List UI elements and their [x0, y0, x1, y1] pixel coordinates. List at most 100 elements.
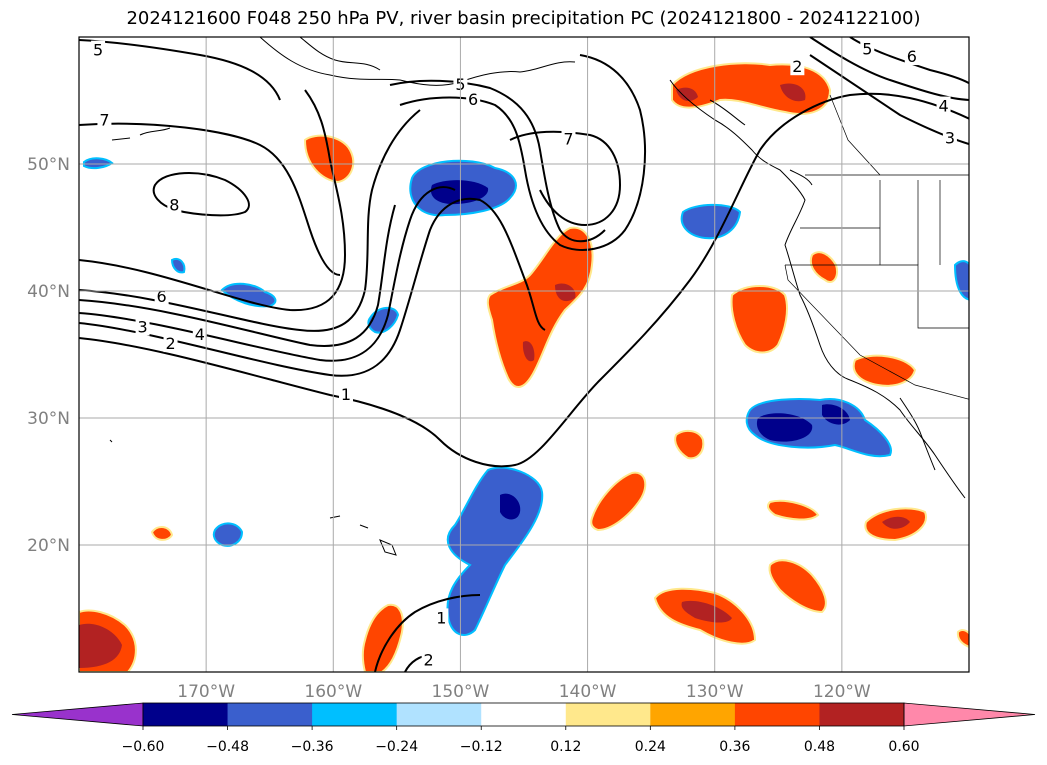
- pv-label-bg-0: [91, 40, 106, 59]
- neg-blob-mid1: [220, 282, 277, 308]
- pv-label-bg-14: [936, 96, 951, 115]
- pos-blob-mid2: [674, 429, 705, 460]
- pv-label-bg-4: [135, 317, 150, 336]
- pv-contour-8: [152, 172, 250, 217]
- colorbar-label-7: 0.36: [719, 739, 750, 755]
- pos-blob-tiny2: [956, 629, 969, 648]
- colorbar-bin-0: [143, 703, 229, 726]
- pv-contour-5a: [79, 39, 281, 101]
- colorbar-label-1: −0.48: [206, 739, 249, 755]
- neg-blob-small2: [83, 157, 114, 170]
- gridlines: [79, 37, 969, 672]
- pv-label-3: 6: [157, 287, 167, 306]
- pos-blob-south1-core: [681, 600, 732, 623]
- pv-label-16: 1: [436, 608, 446, 627]
- pv-contour-1: [79, 92, 969, 468]
- colorbar-bin-6: [650, 703, 736, 726]
- neg-blob-nw-pac: [680, 203, 742, 240]
- colorbar-label-2: −0.36: [291, 739, 334, 755]
- positive-precip-anomalies: [79, 62, 969, 672]
- pv-contour-mid5: [389, 79, 606, 243]
- neg-blob-east: [745, 398, 892, 458]
- pv-label-bg-9: [466, 90, 481, 109]
- pv-label-9: 6: [468, 90, 478, 109]
- pv-contours: [79, 37, 969, 672]
- colorbar-bin-4: [481, 703, 567, 726]
- lon-label-0: 170°W: [177, 682, 235, 702]
- pv-label-bg-5: [192, 325, 207, 344]
- colorbar-frame: [142, 702, 905, 727]
- pv-label-1: 7: [99, 111, 109, 130]
- colorbar-bin-2: [312, 703, 398, 726]
- pv-contour-4: [79, 204, 396, 347]
- lat-label-0: 20°N: [27, 536, 70, 556]
- colorbar: [11, 702, 1036, 727]
- pos-blob-calif: [730, 285, 788, 354]
- colorbar-label-4: −0.12: [460, 739, 503, 755]
- pv-contour-2: [79, 197, 546, 377]
- pv-contour-mid6: [399, 54, 646, 251]
- colorbar-bin-8: [819, 703, 905, 726]
- pv-label-12: 5: [862, 39, 872, 58]
- pv-label-7: 1: [341, 385, 351, 404]
- pos-blob-socal: [852, 354, 917, 387]
- lat-label-2: 40°N: [27, 282, 70, 302]
- pos-blob-sw-core: [79, 623, 122, 668]
- pv-label-10: 7: [563, 130, 573, 149]
- political-borders: [784, 94, 969, 400]
- pv-contour-ne1: [809, 37, 969, 101]
- longitude-labels: 170°W 160°W 150°W 140°W 130°W 120°W: [177, 682, 871, 702]
- colorbar-bin-1: [227, 703, 313, 726]
- lat-label-3: 50°N: [27, 155, 70, 175]
- pv-label-bg-17: [421, 650, 436, 669]
- pos-blob-central-core2: [522, 341, 535, 362]
- latitude-labels: 20°N 30°N 40°N 50°N: [27, 155, 70, 556]
- pos-blob-calif-north: [809, 251, 838, 284]
- lon-label-5: 120°W: [813, 682, 871, 702]
- lat-label-1: 30°N: [27, 409, 70, 429]
- pv-label-4: 3: [137, 318, 147, 337]
- pv-contour-mid7: [509, 130, 622, 227]
- pv-label-5: 4: [195, 325, 205, 344]
- pos-blob-alaska-core2: [676, 87, 698, 102]
- negative-precip-anomalies: [83, 157, 969, 636]
- pos-blob-mid1: [590, 471, 647, 532]
- pv-label-13: 6: [907, 47, 917, 66]
- pv-label-bg-7: [339, 384, 353, 403]
- pv-label-bg-11: [790, 57, 805, 76]
- pos-blob-mid3: [766, 499, 820, 521]
- colorbar-label-0: −0.60: [122, 739, 165, 755]
- pos-blob-south2: [768, 559, 827, 614]
- colorbar-labels: −0.60 −0.48 −0.36 −0.24 −0.12 0.12 0.24 0.36 0.4…: [122, 726, 920, 755]
- pv-label-bg-15: [942, 128, 957, 147]
- colorbar-label-5: 0.12: [550, 739, 581, 755]
- pv-label-bg-3: [154, 287, 169, 306]
- pv-label-0: 5: [93, 41, 103, 60]
- pv-label-bg-12: [860, 39, 875, 58]
- pv-label-17: 2: [424, 650, 434, 669]
- pv-label-14: 4: [938, 97, 948, 116]
- pv-label-bg-10: [561, 129, 576, 148]
- colorbar-bin-5: [565, 703, 651, 726]
- pos-blob-south3: [361, 603, 404, 672]
- colorbar-bin-7: [734, 703, 820, 726]
- pos-blob-central: [486, 226, 594, 388]
- pv-label-2: 8: [169, 196, 179, 215]
- pv-contour-s1: [374, 594, 481, 672]
- map-title: 2024121600 F048 250 hPa PV, river basin …: [126, 8, 921, 29]
- pv-label-bg-13: [904, 47, 919, 66]
- neg-blob-edge: [953, 260, 969, 301]
- pv-label-bg-16: [434, 608, 449, 627]
- lon-label-1: 160°W: [304, 682, 362, 702]
- pos-blob-tiny1: [150, 526, 174, 541]
- colorbar-extend-low: [11, 702, 144, 727]
- colorbar-bin-3: [396, 703, 482, 726]
- pos-blob-east-sub-core: [882, 516, 910, 529]
- colorbar-label-9: 0.60: [888, 739, 919, 755]
- pv-contour-6: [79, 89, 347, 312]
- neg-blob-small3: [170, 258, 186, 274]
- pv-label-bg-1: [97, 110, 112, 129]
